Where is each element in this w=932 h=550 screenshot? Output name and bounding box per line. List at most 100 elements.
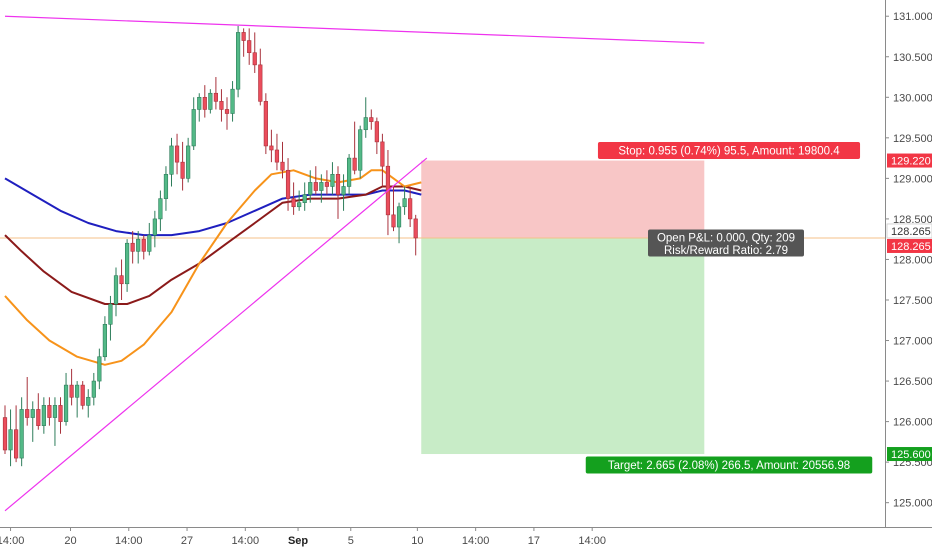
- candle-body: [308, 182, 313, 195]
- candle-body: [241, 32, 246, 41]
- candle: [158, 190, 163, 232]
- candle: [75, 381, 80, 418]
- stop-label: Stop: 0.955 (0.74%) 95.5, Amount: 19800.…: [597, 142, 861, 160]
- candle: [41, 397, 46, 434]
- candle-body: [86, 396, 91, 406]
- candle-body: [125, 242, 130, 285]
- stop-zone: [421, 160, 705, 238]
- price-tick-label: 130.000: [893, 92, 932, 104]
- candle: [202, 85, 207, 118]
- candle-body: [108, 303, 113, 325]
- open-pnl-text: Open P&L: 0.000, Qty: 209: [657, 232, 795, 244]
- candle-body: [247, 40, 252, 53]
- candle: [25, 377, 30, 426]
- candle: [258, 48, 263, 106]
- candle: [174, 133, 180, 175]
- candle: [136, 231, 141, 264]
- candle-body: [8, 429, 13, 451]
- candle: [86, 389, 91, 418]
- candle: [391, 186, 396, 232]
- price-tick-label: 130.500: [893, 52, 932, 64]
- axis-marker-box: [887, 238, 932, 253]
- candle: [130, 231, 135, 264]
- candle-body: [97, 356, 102, 382]
- price-axis-markers: 129.220 128.265 128.265 125.600: [886, 153, 932, 462]
- candle: [147, 222, 152, 256]
- trendline-2: [4, 15, 705, 44]
- candle-body: [119, 275, 124, 285]
- price-axis[interactable]: 131.000 130.500 130.000 129.500 129.000 128.5…: [885, 11, 932, 510]
- candle-body: [197, 96, 202, 110]
- candle: [274, 133, 280, 171]
- candle-body: [297, 202, 302, 208]
- candle-body: [335, 174, 341, 195]
- axis-marker-text: 129.220: [891, 156, 931, 168]
- moving-averages: [4, 169, 422, 366]
- candle: [163, 166, 169, 211]
- candle-body: [269, 145, 274, 151]
- trendlines: [4, 15, 705, 512]
- candle: [102, 316, 107, 361]
- time-axis[interactable]: 14:00 20 14:00 27 14:00 Sep 5 10 14:00 17 14:00: [0, 527, 606, 547]
- candle: [191, 97, 196, 150]
- price-tick-label: 125.000: [893, 498, 932, 510]
- candle-body: [52, 405, 58, 418]
- axis-marker-text: 128.265: [891, 241, 931, 253]
- candle: [63, 372, 69, 426]
- candle: [58, 397, 63, 434]
- candle-body: [291, 198, 296, 208]
- candle-body: [285, 169, 291, 199]
- candle: [213, 77, 219, 110]
- time-tick-label: 14:00: [0, 535, 24, 547]
- candle: [141, 235, 146, 260]
- candle: [125, 239, 130, 292]
- candle-body: [136, 238, 141, 252]
- candle: [180, 141, 185, 191]
- candle: [280, 141, 285, 179]
- price-tick-label: 129.500: [893, 133, 932, 145]
- candle-body: [402, 198, 407, 208]
- candles: [2, 25, 418, 467]
- axis-marker-box: [887, 447, 932, 462]
- candle: [252, 32, 257, 73]
- candle-body: [352, 157, 357, 171]
- candle-body: [202, 96, 207, 110]
- candle-body: [213, 92, 219, 102]
- price-tick-label: 127.500: [893, 295, 932, 307]
- candle: [363, 97, 368, 138]
- candle: [236, 25, 241, 98]
- candle: [285, 158, 291, 211]
- candle: [224, 97, 230, 130]
- candle-body: [91, 380, 96, 398]
- candle-body: [346, 157, 352, 187]
- candle-body: [258, 64, 263, 102]
- axis-marker-target: 125.600: [887, 447, 932, 462]
- candle-body: [25, 409, 30, 418]
- candle: [308, 170, 313, 203]
- time-tick-label: 27: [181, 535, 193, 547]
- candle-body: [130, 242, 135, 252]
- candle-body: [302, 194, 307, 203]
- axis-marker-stop: 129.220: [887, 153, 932, 168]
- candle: [358, 125, 363, 179]
- candle-body: [208, 92, 213, 110]
- candle-body: [186, 145, 191, 179]
- candle: [330, 162, 335, 195]
- axis-marker-box: [887, 153, 932, 168]
- candle-body: [191, 109, 196, 147]
- candle: [297, 190, 302, 211]
- candle: [263, 93, 268, 155]
- candle-body: [147, 234, 152, 252]
- time-tick-label: 20: [64, 535, 76, 547]
- risk-reward-text: Risk/Reward Ratio: 2.79: [664, 245, 788, 257]
- candle: [97, 348, 102, 390]
- position-zones: [0, 160, 885, 455]
- candle-body: [236, 32, 241, 90]
- candle-body: [141, 238, 146, 252]
- candle: [396, 202, 402, 244]
- candle-body: [219, 101, 224, 110]
- candle-body: [391, 214, 396, 228]
- candle-body: [224, 109, 230, 114]
